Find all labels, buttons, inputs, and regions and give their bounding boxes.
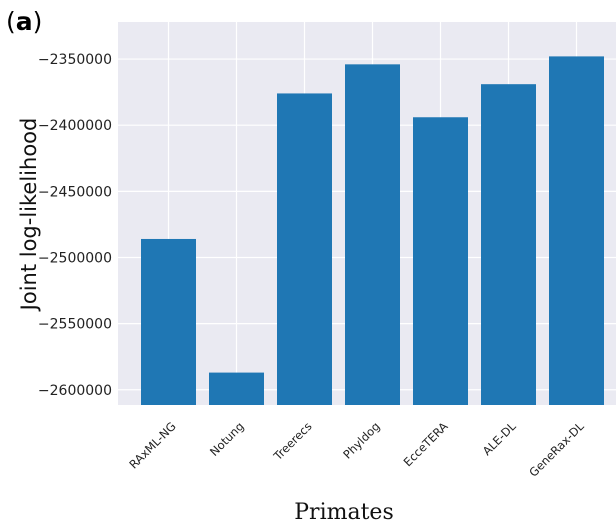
bar-phyldog [345, 64, 400, 406]
y-tick-label: −2400000 [38, 118, 112, 134]
bar-ale-dl [481, 84, 536, 405]
x-tick-label: GeneRax-DL [526, 419, 587, 480]
x-axis-label: Primates [294, 500, 393, 523]
x-tick-label: Treerecs [270, 419, 314, 463]
y-tick-label: −2500000 [38, 250, 112, 266]
bars [141, 56, 604, 406]
panel-label: (a) [6, 7, 42, 36]
y-tick-label: −2550000 [38, 317, 112, 333]
bar-raxml-ng [141, 238, 196, 405]
bar-notung [209, 372, 264, 405]
y-tick-label: −2350000 [38, 52, 112, 68]
x-tick-label: Notung [207, 419, 247, 459]
bar-generax-dl [549, 56, 604, 405]
x-tick-labels: RAxML-NG Notung Treerecs Phyldog EcceTERA ALE… [126, 419, 587, 480]
y-axis-label: Joint log-likelihood [17, 118, 41, 313]
y-tick-label: −2600000 [38, 383, 112, 399]
x-tick-label: ALE-DL [480, 419, 519, 458]
y-tick-label: −2450000 [38, 184, 112, 200]
bar-eccetera [413, 117, 468, 406]
x-tick-label: EcceTERA [401, 419, 451, 469]
x-tick-label: Phyldog [340, 419, 382, 461]
y-tick-labels: −2350000 −2400000 −2450000 −2500000 −2550000… [38, 52, 112, 399]
x-tick-label: RAxML-NG [126, 419, 178, 471]
bar-treerecs [277, 93, 332, 405]
